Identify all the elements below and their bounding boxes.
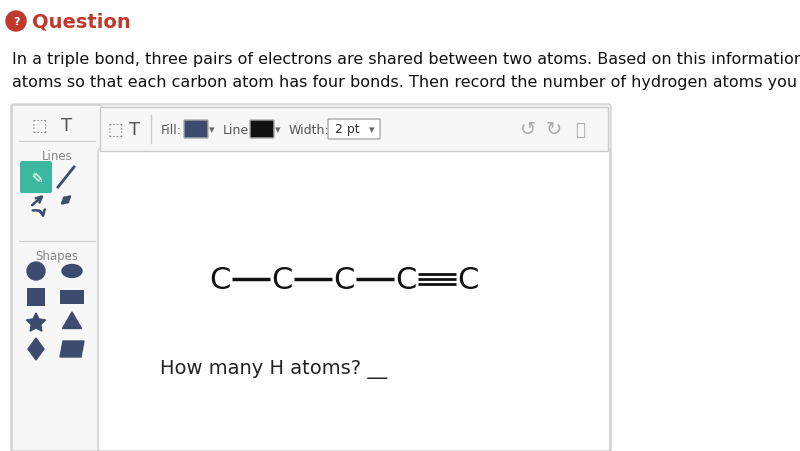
Text: ▾: ▾	[275, 125, 281, 135]
Text: T: T	[62, 117, 73, 135]
FancyBboxPatch shape	[12, 106, 102, 451]
Text: ↻: ↻	[546, 120, 562, 139]
Text: How many H atoms? __: How many H atoms? __	[160, 359, 387, 378]
Text: 🗑: 🗑	[575, 121, 585, 139]
FancyBboxPatch shape	[98, 150, 610, 451]
Polygon shape	[26, 313, 46, 331]
Text: C: C	[458, 265, 478, 294]
Text: ✏: ✏	[26, 168, 46, 188]
Text: C: C	[271, 265, 293, 294]
Text: ▾: ▾	[209, 125, 214, 135]
Text: Line:: Line:	[223, 123, 254, 136]
Text: C: C	[334, 265, 354, 294]
FancyBboxPatch shape	[11, 105, 611, 451]
FancyBboxPatch shape	[184, 121, 208, 139]
Bar	[60, 290, 84, 304]
FancyBboxPatch shape	[20, 161, 52, 193]
Text: In a triple bond, three pairs of electrons are shared between two atoms. Based o: In a triple bond, three pairs of electro…	[12, 52, 800, 90]
Text: 2 pt: 2 pt	[335, 123, 360, 136]
Text: C: C	[395, 265, 417, 294]
Text: Lines: Lines	[42, 150, 72, 163]
Bar	[27, 288, 45, 306]
FancyBboxPatch shape	[100, 108, 608, 152]
Text: ?: ?	[13, 17, 19, 27]
Polygon shape	[60, 341, 84, 357]
Circle shape	[6, 12, 26, 32]
Text: ⬚: ⬚	[31, 117, 47, 135]
Text: ▾: ▾	[369, 125, 374, 135]
Circle shape	[27, 262, 45, 281]
Text: ↺: ↺	[520, 120, 536, 139]
Text: Question: Question	[32, 13, 130, 32]
Text: ⬚: ⬚	[107, 121, 123, 139]
Ellipse shape	[62, 265, 82, 278]
Text: Width:: Width:	[289, 123, 330, 136]
Text: C: C	[210, 265, 230, 294]
Text: Fill:: Fill:	[161, 123, 182, 136]
Text: T: T	[130, 121, 141, 139]
Text: Shapes: Shapes	[35, 249, 78, 262]
FancyBboxPatch shape	[328, 120, 380, 140]
Polygon shape	[28, 338, 44, 360]
FancyBboxPatch shape	[250, 121, 274, 139]
